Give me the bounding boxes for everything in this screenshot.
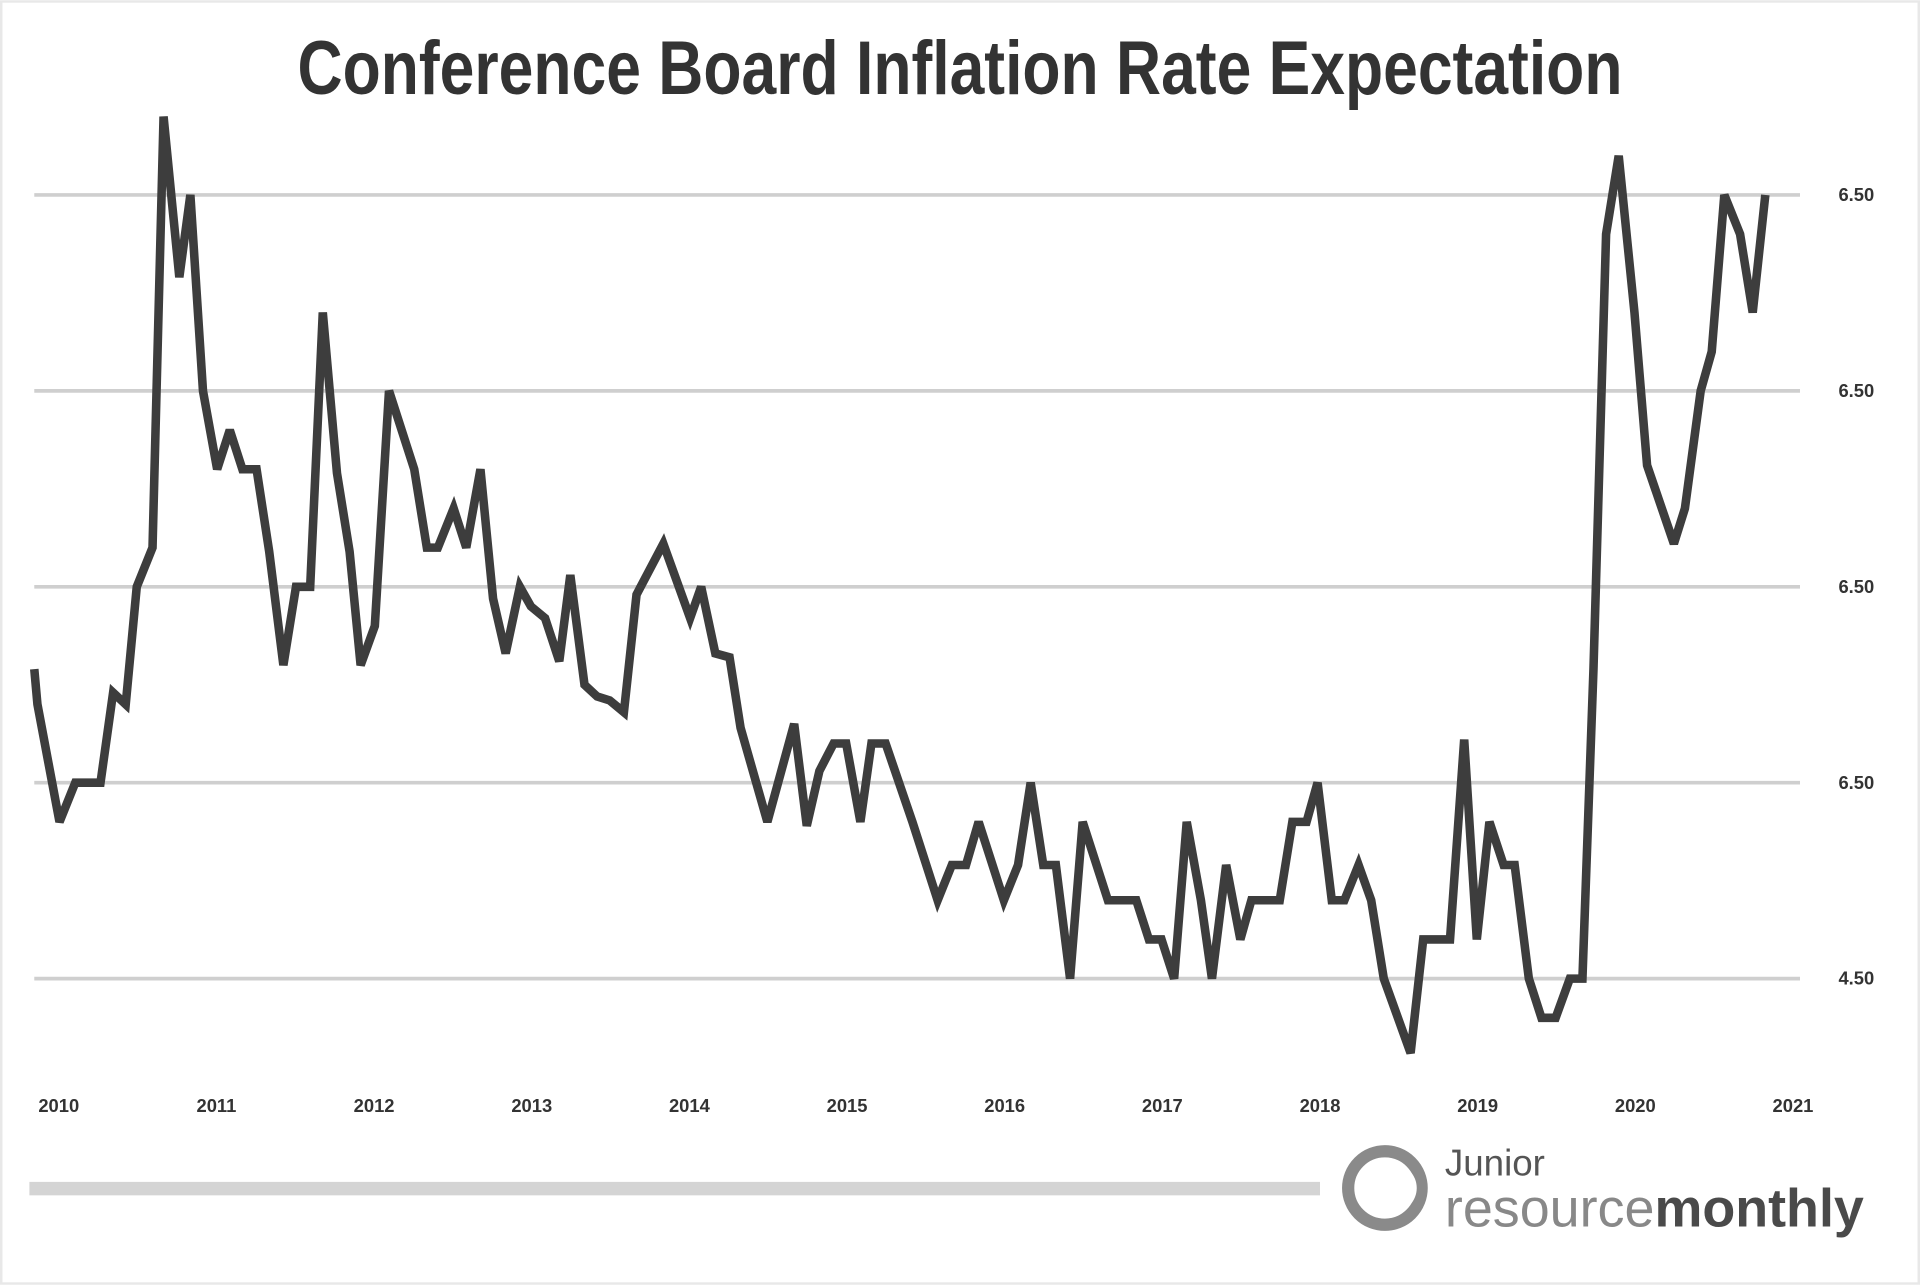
logo-mark	[1342, 1145, 1428, 1231]
footer-bar	[29, 1181, 1321, 1196]
data-line	[30, 116, 1770, 1055]
y-tick-label: 6.50	[1838, 576, 1874, 597]
logo-text: Junior	[1445, 1143, 1545, 1184]
logo-hole	[1367, 1163, 1417, 1213]
x-tick-label: 2013	[511, 1095, 552, 1116]
chart-title: Conference Board Inflation Rate Expectat…	[298, 26, 1623, 111]
y-tick-label: 4.50	[1838, 968, 1874, 989]
x-tick-label: 2012	[354, 1095, 395, 1116]
x-tick-label: 2021	[1773, 1095, 1814, 1116]
x-tick-label: 2015	[827, 1095, 868, 1116]
x-tick-label: 2014	[669, 1095, 711, 1116]
logo-text: monthly	[1654, 1179, 1863, 1239]
x-tick-label: 2011	[197, 1095, 237, 1116]
y-tick-label: 6.50	[1838, 772, 1874, 793]
y-tick-label: 6.50	[1838, 184, 1874, 205]
y-tick-label: 6.50	[1838, 380, 1874, 401]
x-tick-label: 2016	[984, 1095, 1025, 1116]
x-tick-label: 2020	[1615, 1095, 1656, 1116]
x-tick-label: 2018	[1300, 1095, 1341, 1116]
x-tick-label: 2017	[1142, 1095, 1183, 1116]
x-tick-label: 2010	[38, 1095, 79, 1116]
logo-text: resource	[1445, 1179, 1655, 1239]
x-tick-label: 2019	[1457, 1095, 1498, 1116]
logo-ring	[1342, 1145, 1428, 1231]
logo-text: resourcemonthly	[1445, 1179, 1864, 1239]
